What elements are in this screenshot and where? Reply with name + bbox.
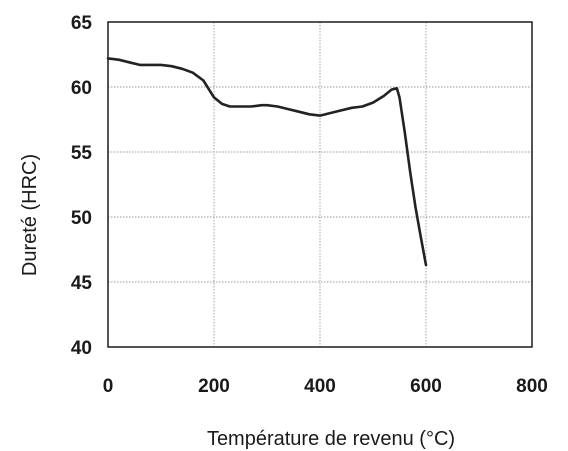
y-tick-label: 45 xyxy=(71,273,93,294)
y-tick-label: 40 xyxy=(71,338,92,359)
y-tick-label: 60 xyxy=(71,78,92,99)
y-axis-title: Dureté (HRC) xyxy=(19,154,41,276)
x-tick-label: 0 xyxy=(103,376,114,397)
tick-labels: 0 200 400 600 800 40 45 50 55 60 65 xyxy=(71,13,548,397)
series-layer xyxy=(106,57,428,267)
x-tick-label: 800 xyxy=(516,376,548,397)
x-tick-label: 400 xyxy=(304,376,336,397)
y-tick-label: 50 xyxy=(71,208,92,229)
plot-frame xyxy=(107,21,533,348)
x-axis-title: Température de revenu (°C) xyxy=(207,428,455,450)
x-tick-label: 200 xyxy=(198,376,230,397)
x-tick-label: 600 xyxy=(410,376,442,397)
y-tick-label: 55 xyxy=(71,143,93,164)
grid-lines xyxy=(108,22,532,347)
y-tick-label: 65 xyxy=(71,13,93,34)
hardness-series-line xyxy=(106,57,428,267)
